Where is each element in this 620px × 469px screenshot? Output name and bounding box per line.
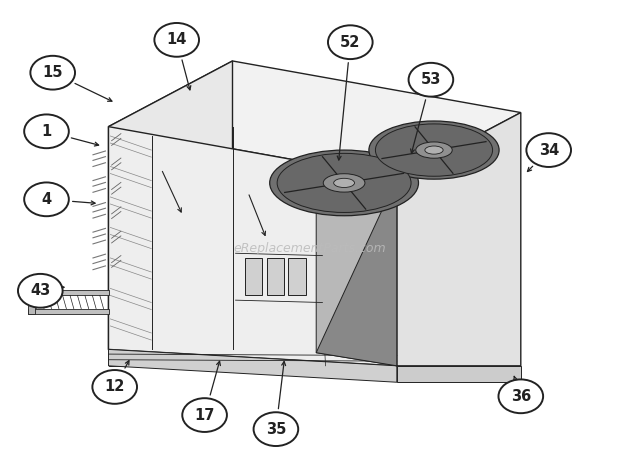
Ellipse shape: [277, 153, 411, 212]
Text: 4: 4: [42, 192, 51, 207]
Ellipse shape: [375, 124, 493, 176]
Bar: [245, 258, 262, 295]
Polygon shape: [397, 366, 521, 382]
Ellipse shape: [369, 121, 499, 179]
Text: 15: 15: [42, 65, 63, 80]
Text: 52: 52: [340, 35, 360, 50]
Polygon shape: [108, 61, 232, 349]
Polygon shape: [316, 178, 397, 366]
Circle shape: [24, 114, 69, 148]
Ellipse shape: [334, 178, 355, 188]
Circle shape: [92, 370, 137, 404]
Text: 12: 12: [105, 379, 125, 394]
Polygon shape: [108, 349, 232, 366]
Circle shape: [18, 274, 63, 308]
Text: 34: 34: [539, 143, 559, 158]
Text: eReplacementParts.com: eReplacementParts.com: [234, 242, 386, 255]
Polygon shape: [316, 178, 397, 366]
Ellipse shape: [270, 150, 418, 216]
Polygon shape: [108, 127, 397, 366]
Circle shape: [154, 23, 199, 57]
Text: 17: 17: [195, 408, 215, 423]
Circle shape: [254, 412, 298, 446]
Bar: [267, 258, 284, 295]
Polygon shape: [397, 113, 521, 366]
Text: 43: 43: [30, 283, 50, 298]
Ellipse shape: [416, 142, 452, 158]
Text: 1: 1: [42, 124, 51, 139]
Circle shape: [328, 25, 373, 59]
Polygon shape: [108, 61, 521, 178]
Ellipse shape: [425, 146, 443, 154]
Text: 36: 36: [511, 389, 531, 404]
Polygon shape: [108, 349, 397, 382]
Circle shape: [526, 133, 571, 167]
Circle shape: [498, 379, 543, 413]
Circle shape: [409, 63, 453, 97]
Text: 14: 14: [167, 32, 187, 47]
Bar: [28, 290, 108, 295]
Circle shape: [182, 398, 227, 432]
Text: 35: 35: [266, 422, 286, 437]
Circle shape: [24, 182, 69, 216]
Text: 53: 53: [421, 72, 441, 87]
Ellipse shape: [323, 174, 365, 192]
Circle shape: [30, 56, 75, 90]
Bar: [288, 258, 306, 295]
Bar: [28, 309, 108, 314]
Bar: [28, 290, 35, 314]
